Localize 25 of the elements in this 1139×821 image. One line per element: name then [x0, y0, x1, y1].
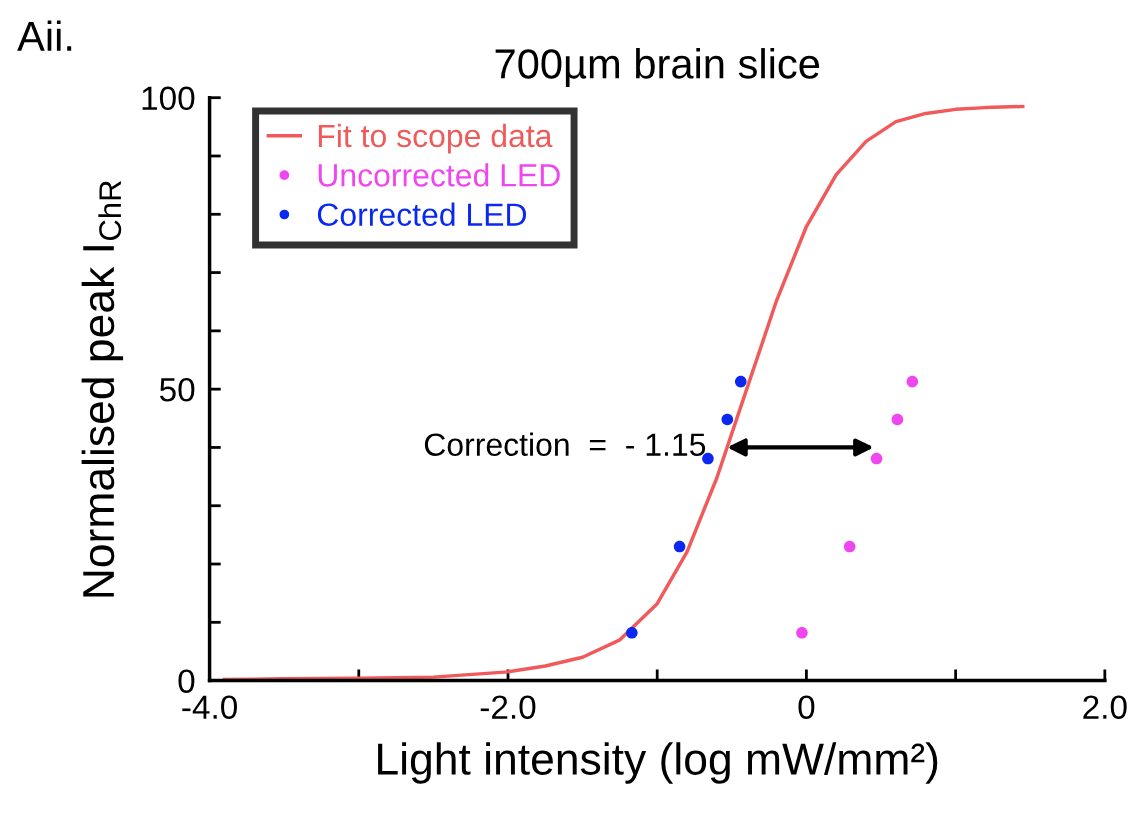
- x-tick-label: 2.0: [1083, 695, 1127, 719]
- point: [721, 413, 734, 426]
- annotation: Correction = - 1.15: [424, 432, 706, 457]
- chart-title: 700µm brain slice: [495, 48, 820, 87]
- point: [626, 627, 638, 639]
- legend-label: Corrected LED: [317, 202, 527, 226]
- text: Aii.: [17, 20, 72, 51]
- x-tick-label: -2.0: [480, 695, 536, 719]
- point: [673, 540, 686, 553]
- point: [870, 452, 883, 465]
- legend-label: Fit to scope data: [318, 123, 553, 154]
- x-tick-label: -4.0: [182, 695, 237, 719]
- y-axis-title: Normalised peak I$_{ChR}$: [81, 180, 124, 597]
- point: [796, 627, 808, 639]
- x-axis-title: Light intensity (log mW/mm²): [378, 742, 938, 784]
- point: [906, 375, 919, 388]
- point: [891, 413, 904, 426]
- x-tick-label: 0: [798, 695, 815, 719]
- point: [843, 540, 856, 553]
- y-tick-label: 50: [159, 377, 195, 402]
- point: [734, 375, 747, 388]
- legend-label: Uncorrected LED: [318, 163, 560, 187]
- line-series: [222, 104, 1025, 681]
- y-tick-label: 100: [142, 86, 195, 111]
- y-tick-label: 0: [178, 669, 195, 694]
